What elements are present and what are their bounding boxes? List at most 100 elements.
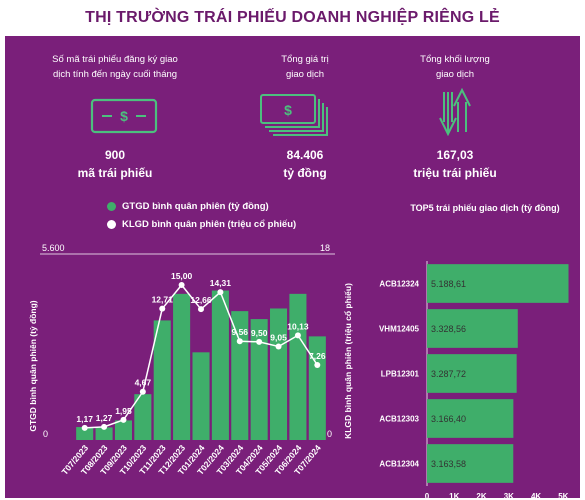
money-bill-icon: $ [90,98,158,134]
legend-item-line: KLGD bình quân phiên (triệu cổ phiếu) [107,219,296,230]
bar-gtgd [192,352,210,440]
x-tick-label: 2K [476,492,486,498]
top5-bar [427,399,514,438]
bar-value-label: 3.328,56 [431,324,466,334]
stat-bond-codes-value: 900 mã trái phiếu [35,148,195,180]
data-label: 12,66 [190,295,212,305]
stat-total-value-value: 84.406 tỷ đồng [225,148,385,180]
line-point [256,338,263,345]
line-point [217,289,224,296]
x-tick-label: 3K [504,492,514,498]
line-point [275,343,282,350]
stat-unit: mã trái phiếu [77,166,153,180]
bar-value-label: 3.163,58 [431,459,466,469]
y2-tick-label: 18 [320,243,330,253]
stat-caption-line: dịch tính đến ngày cuối tháng [52,69,178,80]
line-point [178,282,185,288]
data-label: 9,05 [270,332,287,342]
stat-unit: triệu trái phiếu [413,166,497,180]
stat-caption-line: Tổng khối lượng [420,54,490,65]
y2-axis-label: KLGD bình quân phiên (triệu cổ phiếu) [343,283,353,439]
top5-chart-title: TOP5 trái phiếu giao dịch (tỷ đồng) [410,203,560,213]
x-tick-label: 0 [425,492,430,498]
x-tick-label: 1K [449,492,459,498]
bar-gtgd [114,420,132,440]
up-down-arrows-icon [439,88,471,136]
money-stack-icon: $ [260,94,328,136]
bar-gtgd [95,427,113,440]
top5-bar [427,354,517,393]
line-point [314,361,321,368]
legend-swatch-green [107,202,116,211]
bar-gtgd [211,290,229,440]
data-label: 1,17 [76,414,93,424]
y-tick-label: 5.600 [42,243,65,253]
line-point [101,423,108,430]
bar-gtgd [173,293,191,440]
line-point [159,305,166,312]
stat-caption-line: giao dịch [285,69,325,80]
data-label: 4,67 [135,378,152,388]
category-label: LPB12301 [381,370,420,379]
stat-caption-line: Số mã trái phiếu đăng ký giao [52,54,178,65]
y-axis-label: GTGD bình quân phiên (tỷ đồng) [28,300,38,431]
data-label: 9,50 [251,328,268,338]
bar-value-label: 3.287,72 [431,369,466,379]
bar-gtgd [250,319,268,440]
stat-caption-line: giao dịch [435,69,475,80]
top5-bar [427,444,514,483]
data-label: 14,31 [210,278,232,288]
bar-gtgd [270,308,288,440]
stat-unit: tỷ đồng [283,166,327,180]
line-point [236,338,243,345]
data-label: 15,00 [171,271,193,281]
stat-total-volume: Tổng khối lượng giao dịch [370,52,540,82]
stat-total-value: Tổng giá trị giao dịch [225,52,385,82]
category-label: ACB12303 [379,415,419,424]
content-panel: Số mã trái phiếu đăng ký giao dịch tính … [5,36,580,498]
line-point [139,388,146,395]
svg-text:$: $ [284,102,292,118]
combo-chart: 5.600 0 18 0 GTGD bình quân phiên (tỷ đồ… [28,243,353,477]
top5-bar-chart: ACB12324 5.188,61 VHM12405 3.328,56 LPB12301… [379,261,569,498]
data-label: 10,13 [287,321,309,331]
bar-gtgd [289,293,307,440]
stat-bond-codes: Số mã trái phiếu đăng ký giao dịch tính … [35,52,195,82]
stat-value: 84.406 [286,148,324,162]
data-label: 1,27 [96,413,113,423]
data-label: 1,95 [115,406,132,416]
category-label: VHM12405 [379,325,420,334]
bar-gtgd [231,311,249,440]
legend-label: GTGD bình quân phiên (tỷ đồng) [122,201,269,212]
top5-bar [427,264,569,303]
line-point [294,332,301,339]
data-label: 9,56 [231,327,248,337]
stat-value: 900 [104,148,126,162]
stat-value: 167,03 [436,148,474,162]
line-point [120,416,127,423]
bar-gtgd [153,320,171,440]
y2-tick-label: 0 [327,429,332,439]
y-tick-label: 0 [43,429,48,439]
bar-gtgd [76,427,94,440]
data-label: 12,71 [152,295,174,305]
legend-item-bar: GTGD bình quân phiên (tỷ đồng) [107,201,269,212]
top5-bar [427,309,518,348]
line-point [81,424,88,431]
bar-value-label: 3.166,40 [431,414,466,424]
x-tick-label: 4K [531,492,541,498]
bar-gtgd [134,394,152,440]
svg-text:$: $ [120,108,128,124]
line-point [198,306,204,313]
stat-caption-line: Tổng giá trị [281,54,329,65]
page-title: THỊ TRƯỜNG TRÁI PHIẾU DOANH NGHIỆP RIÊNG… [85,9,500,26]
category-label: ACB12324 [379,280,419,289]
legend-label: KLGD bình quân phiên (triệu cổ phiếu) [122,219,297,230]
bar-value-label: 5.188,61 [431,279,466,289]
data-label: 7,26 [309,351,326,361]
stat-total-volume-value: 167,03 triệu trái phiếu [370,148,540,180]
x-tick-label: 5K [558,492,568,498]
legend-swatch-white [107,220,116,229]
bar-gtgd [308,336,326,440]
